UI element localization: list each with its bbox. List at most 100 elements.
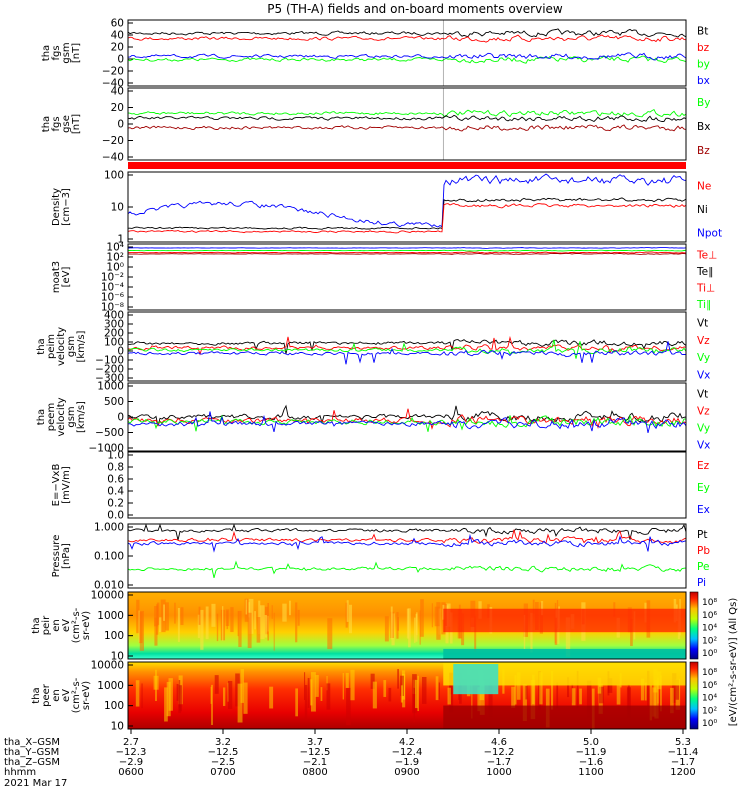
- y-tick-label: −200: [95, 364, 124, 376]
- y-tick-label: 1000: [97, 381, 124, 393]
- y-tick-label: 10: [111, 721, 124, 733]
- y-axis-label: tha: [41, 116, 52, 132]
- y-axis-label: en: [51, 689, 62, 702]
- density-ne: [127, 203, 687, 234]
- y-tick-label: 400: [104, 310, 124, 322]
- time-tick-label: 1200: [670, 767, 695, 778]
- legend-Vz: Vz: [697, 335, 710, 347]
- colorbar-scale: [689, 661, 699, 730]
- series-vy: [127, 414, 687, 432]
- y-axis-label: Density: [51, 188, 62, 226]
- y-axis-label: [nT]: [71, 114, 82, 134]
- y-tick-label: 1000: [97, 680, 124, 692]
- panel-3: 100 10 1 Density [cm−3] Ne Ni Npot: [51, 170, 722, 246]
- colorbar: 10⁸ 10⁶ 10⁴ 10² 10⁰ 10⁸ 10⁶ 10⁴ 10² 10⁰ [eV/(cm²-s…: [689, 591, 739, 730]
- ephemeris-value: 4.6: [491, 737, 507, 748]
- y-tick-label: 10⁻⁸: [101, 302, 124, 314]
- ephemeris-value: −1.6: [579, 757, 603, 768]
- y-tick-label: 10²: [106, 252, 124, 264]
- y-axis-label: fgs: [51, 116, 62, 131]
- y-tick-label: 100: [104, 630, 124, 642]
- legend-Npot: Npot: [697, 227, 722, 239]
- y-tick-label: 1.0: [107, 450, 124, 462]
- y-tick-label: 40: [111, 30, 124, 42]
- legend-Bt: Bt: [697, 25, 708, 37]
- density-npot: [127, 173, 687, 228]
- y-tick-label: 0.0: [107, 510, 124, 522]
- legend-Pe: Pe: [697, 561, 709, 573]
- colorbar-tick: 10⁶: [702, 681, 717, 691]
- legend-Vx: Vx: [697, 369, 710, 381]
- flag-bar: [128, 162, 686, 169]
- y-axis-label: peer: [41, 683, 52, 707]
- series-vt: [127, 404, 687, 427]
- ephemeris-label: tha_X–GSM: [4, 737, 60, 748]
- legend-by: by: [697, 58, 710, 70]
- y-tick-label: 0.010: [94, 580, 124, 592]
- y-tick-label: 1000: [97, 610, 124, 622]
- y-tick-label: 10: [111, 651, 124, 663]
- y-tick-label: 0: [117, 54, 124, 66]
- legend-Ne: Ne: [697, 181, 711, 193]
- series-vt: [127, 339, 687, 354]
- panel-9: 10000 1000 100 10 tha peir en eV (cm²-s-sr-eV): [31, 590, 687, 663]
- series-vx: [127, 411, 687, 434]
- series-vy: [127, 339, 687, 359]
- panel-frame: [127, 311, 687, 382]
- legend-Ez: Ez: [697, 460, 710, 472]
- series-bx-gse: [127, 114, 687, 123]
- ephemeris-value: −2.9: [119, 757, 143, 768]
- ephemeris-value: −11.9: [576, 747, 607, 758]
- time-tick-label: 0700: [210, 767, 235, 778]
- legend-Pi: Pi: [697, 577, 706, 589]
- date-label: 2021 Mar 17: [4, 778, 67, 789]
- legend-Vx: Vx: [697, 440, 710, 452]
- colorbar-tick: 10⁴: [702, 694, 717, 704]
- colorbar-tick: 10⁰: [702, 719, 717, 729]
- y-axis-label: tha: [36, 409, 47, 425]
- y-axis-label: E=−VxB: [51, 464, 62, 507]
- y-axis-label: Pressure: [51, 535, 62, 578]
- series-pb: [127, 529, 687, 544]
- y-tick-label: −100: [95, 355, 124, 367]
- y-tick-label: 10: [111, 202, 124, 214]
- ephemeris-value: −1.9: [395, 757, 419, 768]
- y-axis-label: eV: [61, 619, 72, 632]
- y-tick-label: 10⁰: [106, 262, 124, 274]
- ephemeris-axis: tha_X–GSM 2.7 3.2 3.7 4.2 4.6 5.0 5.3 tha_Y–GSM −…: [4, 729, 698, 789]
- time-tick-label: 1100: [578, 767, 603, 778]
- y-axis-label: [nPa]: [61, 543, 72, 569]
- y-axis-label: [km/s]: [76, 330, 87, 362]
- series-by-gse: [127, 109, 687, 118]
- y-tick-label: −500: [95, 427, 124, 439]
- y-tick-label: 60: [111, 18, 124, 30]
- ephemeris-label: tha_Z–GSM: [4, 757, 60, 768]
- ephemeris-label: tha_Y–GSM: [4, 747, 59, 758]
- ephemeris-value: 5.3: [675, 737, 691, 748]
- legend-Vy: Vy: [697, 423, 710, 435]
- panel-frame: [127, 87, 687, 161]
- ephemeris-value: −11.4: [668, 747, 699, 758]
- panel-10: 10000 1000 100 10 tha peer en eV (cm²-s-sr-eV): [31, 660, 687, 733]
- series-bz-gse: [127, 124, 687, 132]
- panel-7: 1.00.80.60.40.20.0 E=−VxB [mV/m] Ez Ey Ex: [51, 450, 710, 522]
- y-tick-label: −20: [102, 66, 124, 78]
- colorbar-tick: 10⁶: [702, 611, 717, 621]
- y-tick-label: −300: [95, 373, 124, 385]
- y-tick-label: 0: [117, 346, 124, 358]
- y-axis-label: (cm²-s-: [71, 607, 82, 643]
- legend-By: By: [697, 97, 710, 109]
- ephemeris-label: hhmm: [4, 767, 36, 778]
- panel-frame: [127, 523, 687, 589]
- temp-te-par: [127, 252, 687, 255]
- y-axis-label: (cm²-s-: [71, 677, 82, 713]
- series-bt: [127, 28, 687, 38]
- y-axis-label: moat3: [51, 261, 62, 293]
- temp-ti-perp: [127, 251, 687, 254]
- series-pt: [127, 523, 687, 541]
- y-tick-label: 20: [111, 42, 124, 54]
- legend-Ey: Ey: [697, 482, 710, 494]
- legend-Te⊥: Te⊥: [696, 249, 717, 261]
